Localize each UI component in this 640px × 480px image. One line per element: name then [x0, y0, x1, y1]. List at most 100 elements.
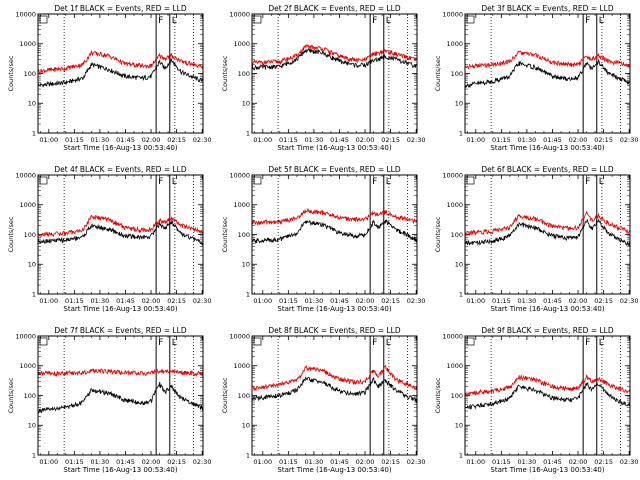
corner-flag-box	[39, 15, 48, 24]
marker-label: L	[599, 338, 604, 348]
chart-title: Det 4f BLACK = Events, RED = LLD	[54, 165, 187, 174]
marker-label: L	[386, 177, 391, 187]
x-tick-label: 02:30	[407, 458, 426, 466]
y-axis-label: Counts/sec	[221, 55, 229, 91]
marker-label: F	[372, 177, 377, 187]
series-line-events	[251, 219, 418, 244]
y-tick-label: 1000	[233, 40, 250, 48]
x-axis-label: Start Time (16-Aug-13 00:53:40)	[63, 305, 177, 313]
chart-title: Det 9f BLACK = Events, RED = LLD	[481, 326, 614, 335]
marker-label: F	[372, 338, 377, 348]
x-tick-label: 01:15	[65, 297, 84, 305]
chart-title: Det 8f BLACK = Events, RED = LLD	[268, 326, 401, 335]
chart-title: Det 5f BLACK = Events, RED = LLD	[268, 165, 401, 174]
y-tick-label: 100	[238, 231, 250, 239]
y-tick-label: 1	[459, 129, 463, 137]
x-tick-label: 02:15	[381, 458, 400, 466]
series-line-lld	[37, 214, 204, 238]
chart-title: Det 3f BLACK = Events, RED = LLD	[481, 4, 614, 13]
y-tick-label: 1	[459, 290, 463, 298]
y-tick-label: 1000	[446, 201, 463, 209]
x-tick-label: 02:00	[356, 136, 375, 144]
x-tick-label: 01:45	[543, 136, 562, 144]
y-axis-label: Counts/sec	[434, 55, 442, 91]
x-tick-label: 02:30	[620, 297, 639, 305]
chart-panel: Det 4f BLACK = Events, RED = LLD 01:00 01:…	[7, 165, 212, 313]
series-line-events	[464, 58, 631, 89]
x-tick-label: 02:15	[594, 136, 613, 144]
series-line-events	[251, 376, 418, 404]
chart-panel: Det 8f BLACK = Events, RED = LLD 01:00 01:…	[221, 326, 426, 474]
marker-label: F	[585, 338, 590, 348]
x-tick-label: 01:15	[279, 458, 298, 466]
series-line-events	[464, 218, 631, 247]
series-line-lld	[251, 364, 418, 392]
x-tick-label: 01:30	[518, 297, 537, 305]
marker-label: L	[599, 16, 604, 26]
y-tick-label: 10000	[229, 10, 250, 18]
corner-flag-box	[253, 15, 262, 24]
x-tick-label: 02:15	[594, 297, 613, 305]
y-tick-label: 100	[238, 70, 250, 78]
series-line-lld	[251, 43, 418, 67]
x-tick-label: 01:15	[65, 458, 84, 466]
chart-panel: Det 1f BLACK = Events, RED = LLD 01:00 01:…	[7, 4, 212, 152]
x-tick-label: 02:00	[142, 458, 161, 466]
x-tick-label: 01:00	[39, 136, 58, 144]
y-axis-label: Counts/sec	[7, 55, 15, 91]
x-tick-label: 01:30	[305, 458, 324, 466]
marker-label: F	[585, 177, 590, 187]
y-tick-label: 100	[24, 392, 36, 400]
x-tick-label: 01:45	[330, 297, 349, 305]
series-line-lld	[464, 373, 631, 397]
y-tick-label: 10	[28, 261, 36, 269]
marker-label: L	[599, 177, 604, 187]
series-line-lld	[464, 49, 631, 70]
y-tick-label: 10	[455, 422, 463, 430]
y-tick-label: 1	[246, 129, 250, 137]
x-tick-label: 01:45	[330, 458, 349, 466]
series-line-lld	[251, 208, 418, 227]
chart-panel: Det 9f BLACK = Events, RED = LLD 01:00 01:…	[434, 326, 639, 474]
chart-panel: Det 7f BLACK = Events, RED = LLD 01:00 01:…	[7, 326, 212, 474]
x-axis-label: Start Time (16-Aug-13 00:53:40)	[277, 466, 391, 474]
x-tick-label: 01:15	[492, 458, 511, 466]
corner-flag-box	[253, 176, 262, 185]
x-tick-label: 02:00	[569, 297, 588, 305]
chart-panel: Det 2f BLACK = Events, RED = LLD 01:00 01:…	[221, 4, 426, 152]
y-tick-label: 10000	[229, 332, 250, 340]
plot-frame	[251, 13, 418, 134]
x-tick-label: 01:00	[39, 458, 58, 466]
x-tick-label: 02:30	[407, 136, 426, 144]
y-tick-label: 10000	[15, 10, 36, 18]
x-tick-label: 01:45	[116, 136, 135, 144]
y-tick-label: 10000	[15, 171, 36, 179]
y-tick-label: 10	[28, 422, 36, 430]
y-tick-label: 100	[238, 392, 250, 400]
y-tick-label: 10000	[229, 171, 250, 179]
x-tick-label: 01:30	[91, 458, 110, 466]
chart-title: Det 7f BLACK = Events, RED = LLD	[54, 326, 187, 335]
plot-frame	[37, 174, 204, 295]
x-tick-label: 01:00	[39, 297, 58, 305]
corner-flag-box	[466, 176, 475, 185]
marker-label: L	[386, 338, 391, 348]
marker-label: L	[386, 16, 391, 26]
chart-title: Det 2f BLACK = Events, RED = LLD	[268, 4, 401, 13]
series-line-events	[464, 381, 631, 410]
y-axis-label: Counts/sec	[221, 216, 229, 252]
x-tick-label: 02:30	[193, 136, 212, 144]
x-tick-label: 02:00	[142, 297, 161, 305]
x-tick-label: 02:30	[620, 136, 639, 144]
corner-flag-box	[466, 337, 475, 346]
x-tick-label: 01:30	[518, 458, 537, 466]
x-tick-label: 01:00	[253, 297, 272, 305]
y-tick-label: 10	[28, 100, 36, 108]
y-axis-label: Counts/sec	[434, 377, 442, 413]
x-axis-label: Start Time (16-Aug-13 00:53:40)	[490, 144, 604, 152]
x-tick-label: 01:45	[330, 136, 349, 144]
marker-label: F	[158, 177, 163, 187]
marker-label: L	[172, 16, 177, 26]
series-line-events	[37, 382, 204, 414]
series-line-events	[37, 219, 204, 246]
